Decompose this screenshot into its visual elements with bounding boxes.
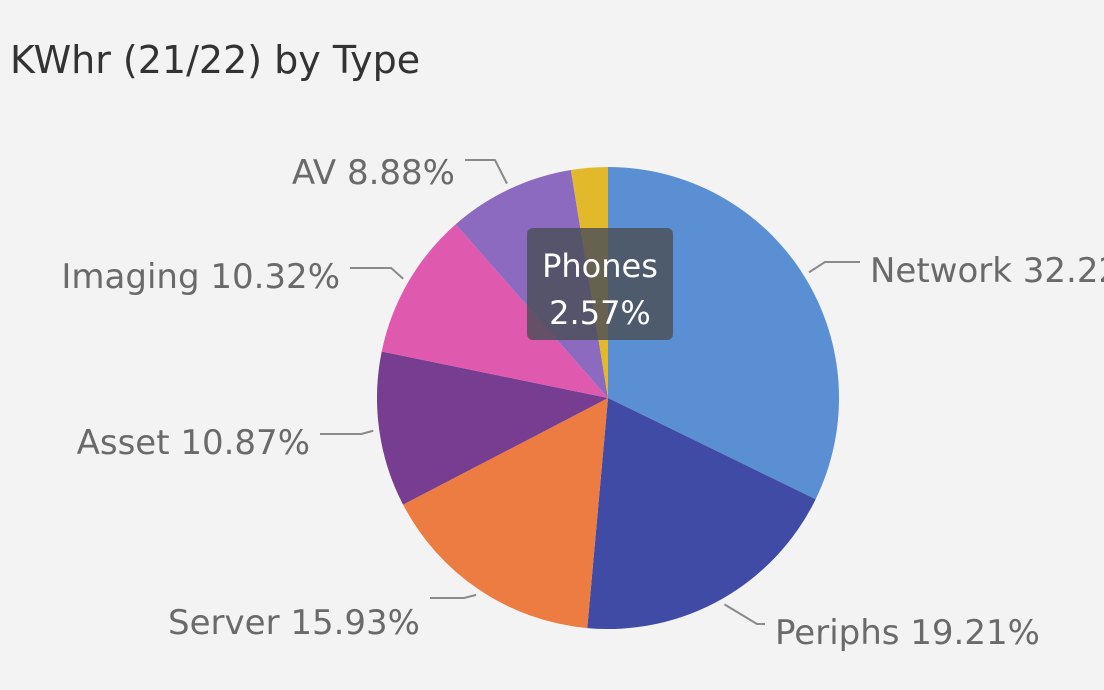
tooltip: Phones 2.57% <box>527 228 673 340</box>
pie-slice-server[interactable] <box>403 398 608 629</box>
leader-line-imaging <box>350 267 404 280</box>
tooltip-value: 2.57% <box>549 294 651 332</box>
data-label-network: Network 32.22% <box>870 251 1104 291</box>
leader-line-av <box>465 159 508 185</box>
data-label-server: Server 15.93% <box>168 603 420 643</box>
data-label-imaging: Imaging 10.32% <box>61 257 340 297</box>
tooltip-background <box>527 228 673 340</box>
tooltip-label: Phones <box>542 247 658 285</box>
pie-slice-imaging[interactable] <box>381 224 608 398</box>
data-label-asset: Asset 10.87% <box>77 423 310 463</box>
chart-title: KWhr (21/22) by Type <box>10 38 421 82</box>
data-label-periphs: Periphs 19.21% <box>775 613 1040 653</box>
leader-line-periphs <box>723 603 765 625</box>
leader-line-server <box>430 593 477 599</box>
leader-line-network <box>808 261 860 274</box>
pie-slice-asset[interactable] <box>376 351 608 505</box>
data-label-av: AV 8.88% <box>292 153 455 193</box>
leader-line-asset <box>320 429 374 435</box>
pie-slice-periphs[interactable] <box>587 398 816 629</box>
